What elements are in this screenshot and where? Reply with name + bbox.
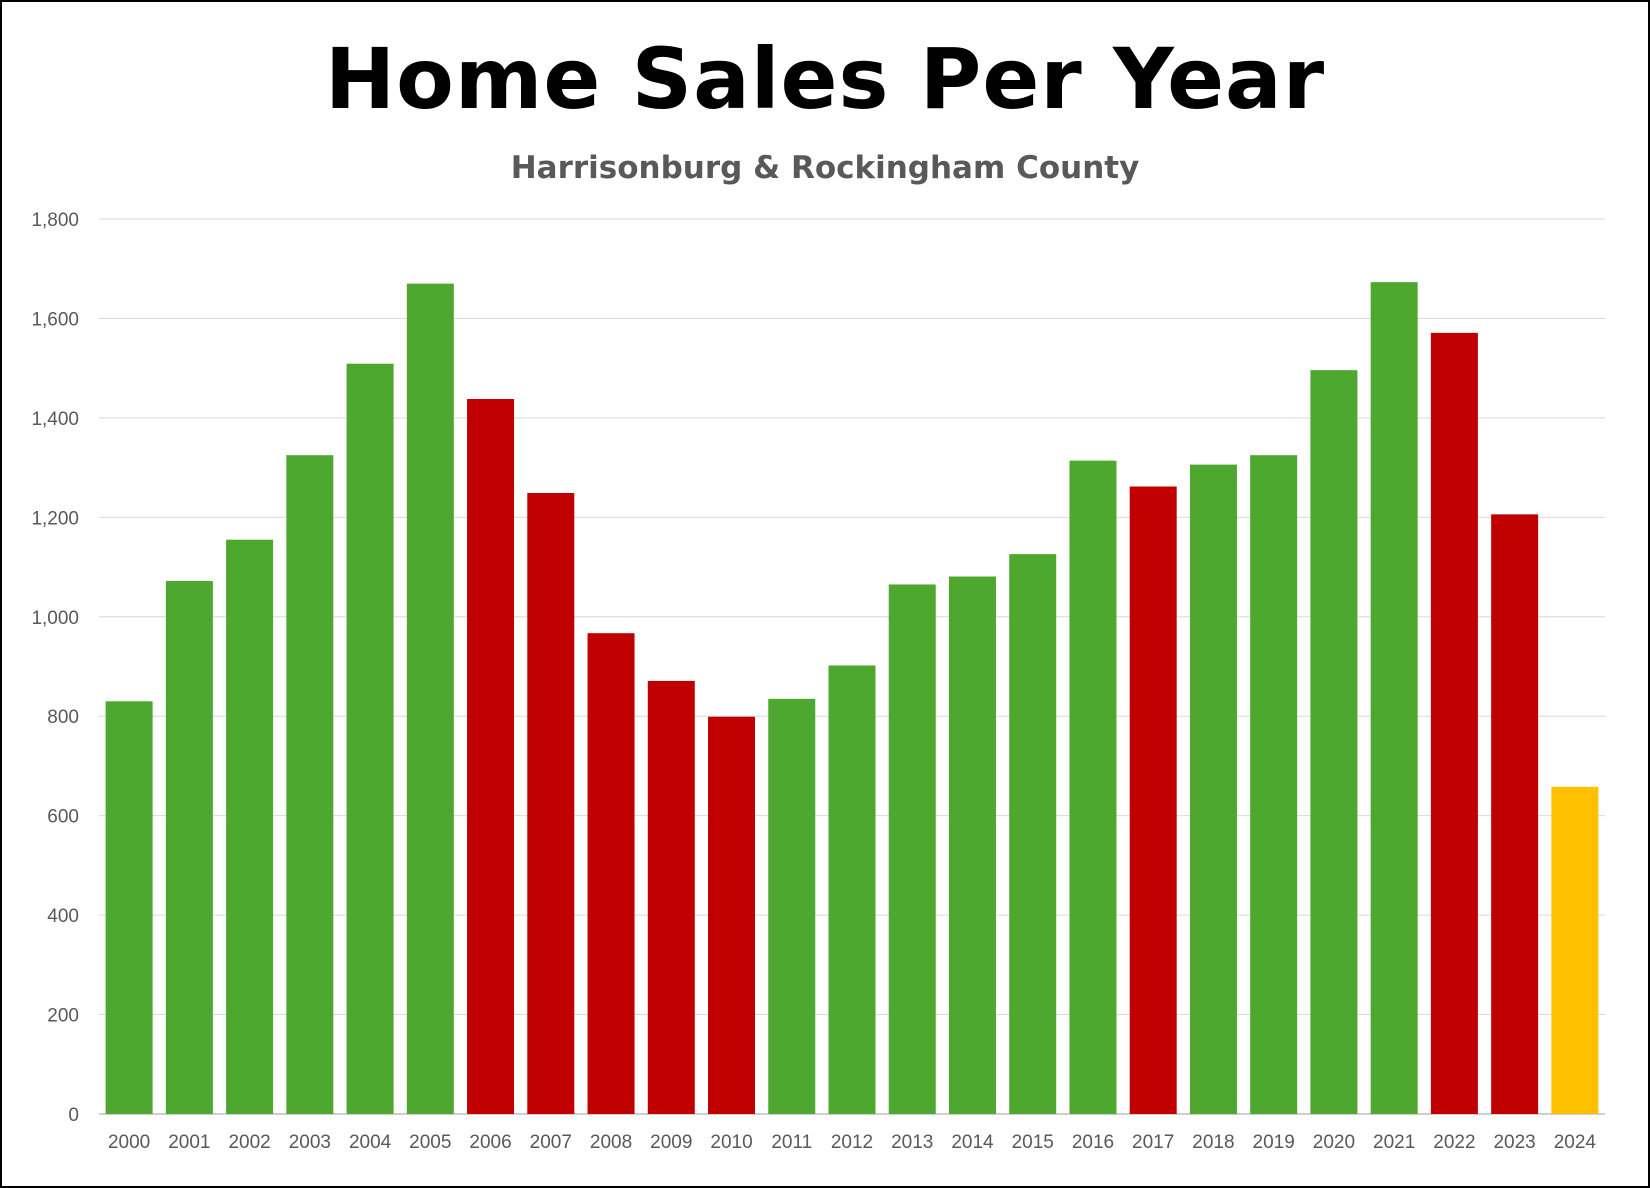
bar-2015 <box>1009 554 1057 1114</box>
x-tick-label: 2021 <box>1373 1132 1415 1153</box>
y-tick-label: 1,800 <box>31 210 79 231</box>
x-tick-label: 2014 <box>951 1132 994 1153</box>
x-tick-label: 2018 <box>1192 1132 1234 1153</box>
bar-2022 <box>1430 332 1478 1114</box>
x-tick-label: 2019 <box>1253 1132 1295 1153</box>
bar-2008 <box>587 633 635 1114</box>
x-tick-label: 2001 <box>168 1132 210 1153</box>
bar-2013 <box>888 584 936 1114</box>
bar-2024 <box>1551 786 1599 1114</box>
bar-2010 <box>708 716 756 1114</box>
x-tick-label: 2009 <box>650 1132 692 1153</box>
x-tick-label: 2004 <box>349 1132 392 1153</box>
y-tick-label: 1,000 <box>31 608 79 629</box>
y-tick-label: 400 <box>47 906 79 927</box>
y-tick-label: 1,200 <box>31 508 79 529</box>
bar-2003 <box>286 455 334 1114</box>
bar-2016 <box>1069 460 1117 1114</box>
y-tick-label: 800 <box>47 707 79 728</box>
bar-2002 <box>226 539 274 1114</box>
x-tick-label: 2007 <box>530 1132 572 1153</box>
y-axis-ticks: 0 200 400 600 800 1,000 1,200 1,400 1,600 1,800 <box>31 210 79 1126</box>
x-tick-label: 2024 <box>1554 1132 1597 1153</box>
x-tick-label: 2022 <box>1433 1132 1475 1153</box>
x-tick-label: 2020 <box>1313 1132 1355 1153</box>
x-tick-label: 2000 <box>108 1132 150 1153</box>
bar-2004 <box>346 363 394 1115</box>
x-tick-label: 2015 <box>1012 1132 1054 1153</box>
y-tick-label: 200 <box>47 1006 79 1027</box>
bar-2017 <box>1129 486 1177 1114</box>
bar-2019 <box>1250 455 1298 1114</box>
bar-2007 <box>527 492 575 1114</box>
y-tick-label: 0 <box>68 1105 79 1126</box>
x-tick-label: 2002 <box>228 1132 270 1153</box>
bar-2006 <box>467 398 515 1114</box>
x-tick-label: 2008 <box>590 1132 632 1153</box>
x-tick-label: 2011 <box>771 1132 812 1153</box>
x-tick-label: 2003 <box>289 1132 331 1153</box>
bar-2011 <box>768 698 816 1114</box>
x-tick-label: 2017 <box>1132 1132 1174 1153</box>
y-tick-label: 1,400 <box>31 409 79 430</box>
bar-2000 <box>105 701 153 1114</box>
bar-2005 <box>406 283 454 1114</box>
x-axis-ticks: 2000 2001 2002 2003 2004 2005 2006 2007 2008 2009… <box>108 1132 1596 1153</box>
x-tick-label: 2016 <box>1072 1132 1114 1153</box>
x-tick-label: 2023 <box>1493 1132 1535 1153</box>
bar-2001 <box>165 580 213 1114</box>
y-tick-label: 600 <box>47 807 79 828</box>
y-tick-label: 1,600 <box>31 309 79 330</box>
bar-2009 <box>647 680 695 1114</box>
bar-2021 <box>1370 282 1418 1114</box>
bar-2014 <box>948 576 996 1114</box>
bar-2020 <box>1310 370 1358 1115</box>
x-tick-label: 2005 <box>409 1132 451 1153</box>
x-tick-label: 2012 <box>831 1132 873 1153</box>
bar-2012 <box>828 665 876 1114</box>
x-tick-label: 2006 <box>469 1132 511 1153</box>
x-tick-label: 2010 <box>710 1132 752 1153</box>
bar-2018 <box>1189 464 1237 1114</box>
bars <box>105 282 1599 1115</box>
chart-subtitle: Harrisonburg & Rockingham County <box>510 150 1140 186</box>
chart-title: Home Sales Per Year <box>324 30 1326 128</box>
x-tick-label: 2013 <box>891 1132 933 1153</box>
bar-2023 <box>1491 514 1539 1114</box>
